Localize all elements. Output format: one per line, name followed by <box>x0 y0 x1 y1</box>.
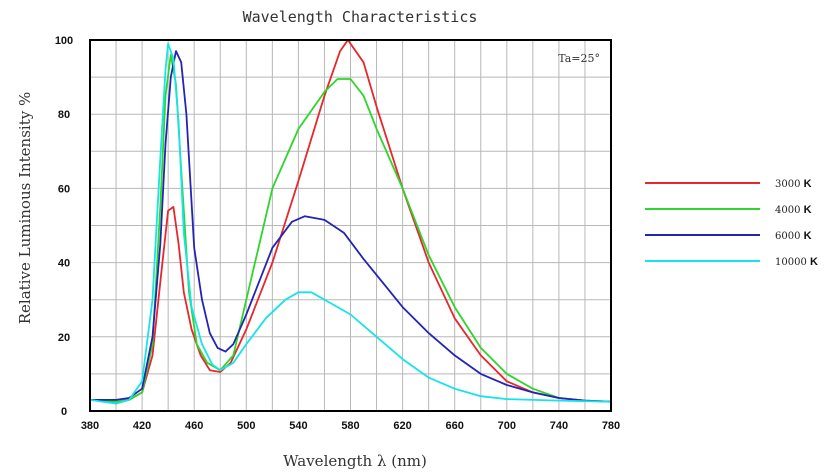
grid <box>90 40 611 411</box>
legend-label-6000: 6000 K <box>775 230 812 242</box>
x-tick-label: 620 <box>393 420 411 432</box>
series-group <box>89 39 612 405</box>
tick-labels: 380 420 460 500 540 580 620 660 700 740 780 0 20 40 60… <box>55 35 620 432</box>
y-tick-label: 80 <box>58 109 70 121</box>
y-axis-title: Relative Luminous Intensity % <box>16 92 34 325</box>
series-line-4000 <box>89 53 612 403</box>
series-line-3000 <box>89 39 612 403</box>
y-tick-label: 20 <box>58 332 70 344</box>
y-tick-label: 0 <box>61 406 67 418</box>
series-line-10000 <box>89 42 612 405</box>
plot-frame <box>89 39 612 412</box>
x-tick-label: 740 <box>550 420 568 432</box>
x-tick-label: 460 <box>185 420 203 432</box>
legend-unit: K <box>804 178 812 190</box>
x-tick-label: 420 <box>133 420 151 432</box>
x-tick-label: 380 <box>81 420 99 432</box>
x-tick-label: 500 <box>237 420 255 432</box>
y-tick-label: 40 <box>58 258 70 270</box>
legend-unit: K <box>810 256 818 268</box>
x-tick-label: 780 <box>602 420 620 432</box>
x-tick-label: 540 <box>289 420 307 432</box>
x-tick-label: 580 <box>341 420 359 432</box>
y-tick-label: 60 <box>58 183 70 195</box>
legend-label-3000: 3000 K <box>775 178 812 190</box>
legend-unit: K <box>804 230 812 242</box>
legend-label-4000: 4000 K <box>775 204 812 216</box>
chart-title: Wavelength Characteristics <box>243 8 478 26</box>
y-tick-label: 100 <box>55 35 73 47</box>
x-axis-title: Wavelength λ (nm) <box>283 452 427 470</box>
x-tick-label: 660 <box>446 420 464 432</box>
legend: 3000 K 4000 K 6000 K 10000 K <box>645 178 818 268</box>
series-line-6000 <box>90 50 612 403</box>
temperature-annotation: Ta=25° <box>558 52 600 65</box>
x-tick-label: 700 <box>498 420 516 432</box>
legend-label-10000: 10000 K <box>775 256 818 268</box>
legend-unit: K <box>804 204 812 216</box>
